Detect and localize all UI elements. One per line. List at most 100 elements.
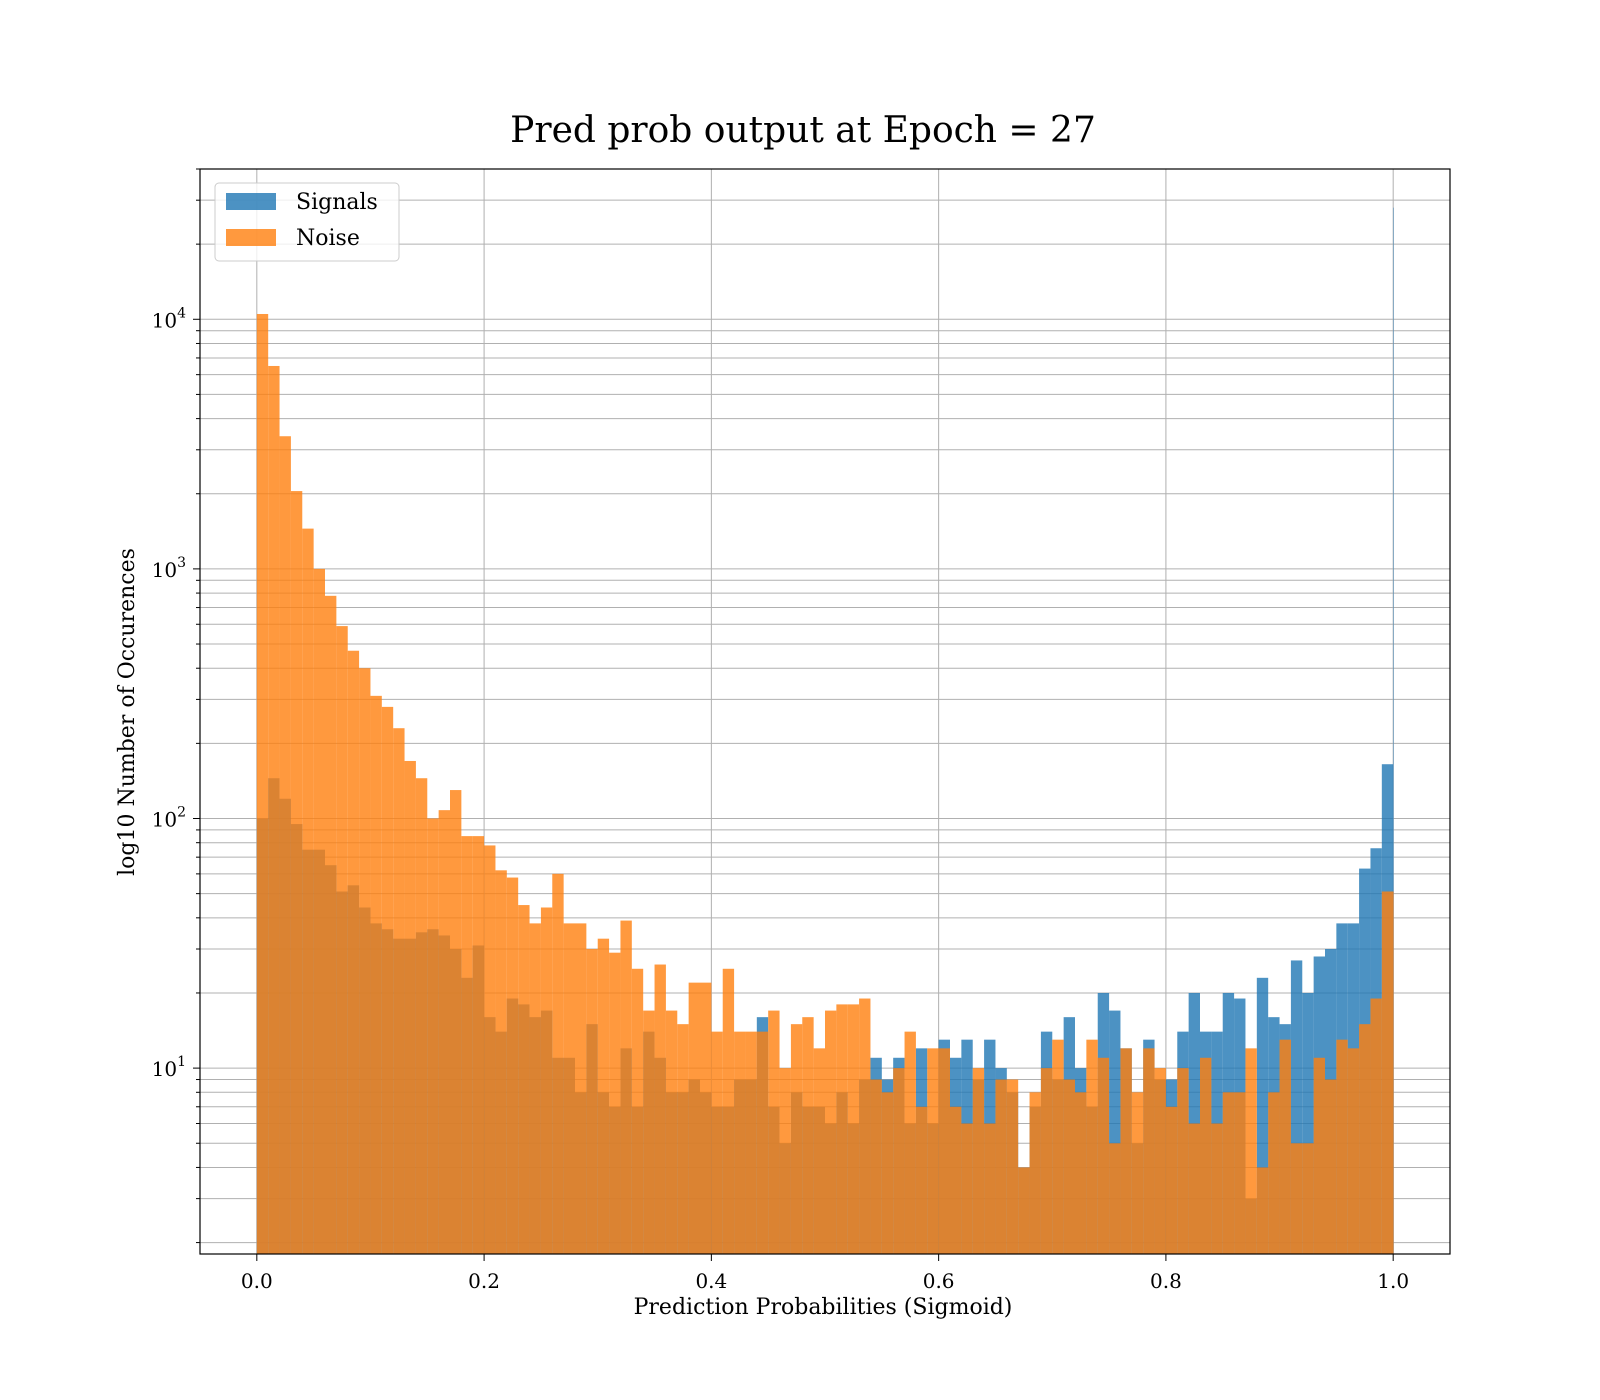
noise-bar: [472, 836, 485, 1254]
noise-bar: [1325, 1079, 1337, 1254]
noise-bar: [1154, 1068, 1166, 1254]
noise-bar: [904, 1031, 916, 1254]
y-axis-label: log10 Number of Occurences: [115, 548, 140, 876]
noise-bar: [506, 877, 519, 1254]
noise-bar: [529, 923, 541, 1254]
noise-bar: [677, 1024, 689, 1254]
noise-bar: [1290, 1143, 1303, 1254]
noise-bar: [1029, 1092, 1041, 1254]
noise-bar: [370, 695, 382, 1254]
noise-bar: [336, 626, 348, 1254]
legend-swatch-noise: [226, 229, 276, 246]
noise-bar: [325, 595, 337, 1254]
noise-bar: [1268, 1092, 1280, 1254]
noise-bar: [279, 436, 291, 1254]
x-tick-label: 0.6: [923, 1269, 955, 1293]
legend: Signals Noise: [214, 182, 400, 262]
noise-bar: [552, 873, 564, 1254]
noise-bar: [1097, 1057, 1110, 1254]
noise-bar: [256, 313, 269, 1254]
plot-area-frame: [199, 168, 1451, 1255]
noise-bar: [688, 982, 700, 1254]
noise-bar: [540, 907, 553, 1254]
noise-bar: [1200, 1057, 1212, 1254]
x-tick-label: 0.2: [468, 1269, 500, 1293]
noise-bar: [1052, 1039, 1064, 1254]
noise-bar: [631, 968, 644, 1254]
noise-bar: [404, 760, 416, 1254]
noise-bar: [995, 1079, 1007, 1254]
ticks: 0.0 0.2 0.4 0.6 0.8 1.0 101 102 103 104: [152, 168, 1409, 1293]
noise-bar: [1347, 1048, 1360, 1254]
noise-bar: [518, 905, 530, 1254]
noise-bar: [665, 1010, 678, 1254]
noise-bar: [745, 1031, 757, 1254]
noise-bar: [1006, 1079, 1019, 1254]
noise-bar: [347, 650, 360, 1254]
noise-bar: [1177, 1068, 1189, 1254]
noise-bar: [961, 1123, 973, 1254]
noise-bar: [313, 568, 325, 1254]
noise-bar: [859, 998, 871, 1254]
noise-bar: [847, 1004, 860, 1254]
noise-bar: [1143, 1048, 1155, 1254]
noise-bar: [915, 1106, 928, 1254]
noise-bar: [609, 952, 621, 1254]
noise-bar: [302, 528, 314, 1254]
noise-bar: [450, 790, 462, 1254]
x-tick-label: 1.0: [1377, 1269, 1409, 1293]
noise-bar: [495, 870, 507, 1254]
noise-bar: [563, 923, 575, 1254]
signals-bar: [1290, 960, 1303, 1254]
noise-bar: [1245, 1048, 1257, 1254]
noise-bar: [768, 1010, 780, 1254]
y-tick-label: 103: [152, 555, 186, 582]
noise-bar: [438, 810, 450, 1254]
noise-bar: [597, 938, 610, 1254]
noise-bar: [461, 836, 473, 1254]
noise-bar: [779, 1068, 791, 1254]
noise-bar: [711, 1031, 723, 1254]
noise-bar: [756, 1031, 769, 1254]
noise-bar: [484, 845, 496, 1254]
noise-bar: [802, 1017, 814, 1254]
noise-bar: [1040, 1068, 1053, 1254]
noise-bar: [1336, 1039, 1348, 1254]
noise-bar: [1381, 891, 1394, 1254]
noise-bar: [1120, 1048, 1132, 1254]
legend-label-signals: Signals: [296, 190, 378, 215]
signals-bar: [1393, 207, 1394, 1254]
y-tick-label: 101: [152, 1054, 186, 1081]
bars: [256, 207, 1394, 1254]
x-tick-label: 0.4: [695, 1269, 727, 1293]
noise-bar: [722, 968, 735, 1254]
noise-bar: [1234, 1092, 1246, 1254]
noise-bar: [1211, 1123, 1223, 1254]
noise-bar: [643, 1010, 655, 1254]
x-axis-label: Prediction Probabilities (Sigmoid): [634, 1295, 1013, 1320]
signals-bar: [1256, 977, 1269, 1254]
y-tick-label: 102: [152, 804, 186, 831]
noise-bar: [1279, 1039, 1291, 1254]
noise-bar: [700, 982, 712, 1254]
y-tick-label: 104: [152, 305, 186, 332]
noise-bar: [290, 491, 303, 1254]
noise-bar: [790, 1024, 803, 1254]
noise-bar: [1256, 1167, 1269, 1254]
noise-bar: [984, 1123, 996, 1254]
noise-bar: [381, 706, 394, 1254]
noise-bar: [620, 920, 632, 1254]
noise-bar: [825, 1010, 837, 1254]
noise-bar: [950, 1106, 962, 1254]
noise-bar: [813, 1048, 825, 1254]
noise-bar: [268, 365, 280, 1254]
series-noise: [256, 313, 1394, 1254]
noise-bar: [972, 1068, 985, 1254]
noise-bar: [1165, 1106, 1178, 1254]
signals-bar: [1302, 992, 1314, 1254]
noise-bar: [1063, 1079, 1075, 1254]
noise-bar: [881, 1092, 894, 1254]
noise-bar: [1302, 1143, 1314, 1254]
noise-bar: [1359, 1024, 1371, 1254]
noise-bar: [893, 1068, 905, 1254]
